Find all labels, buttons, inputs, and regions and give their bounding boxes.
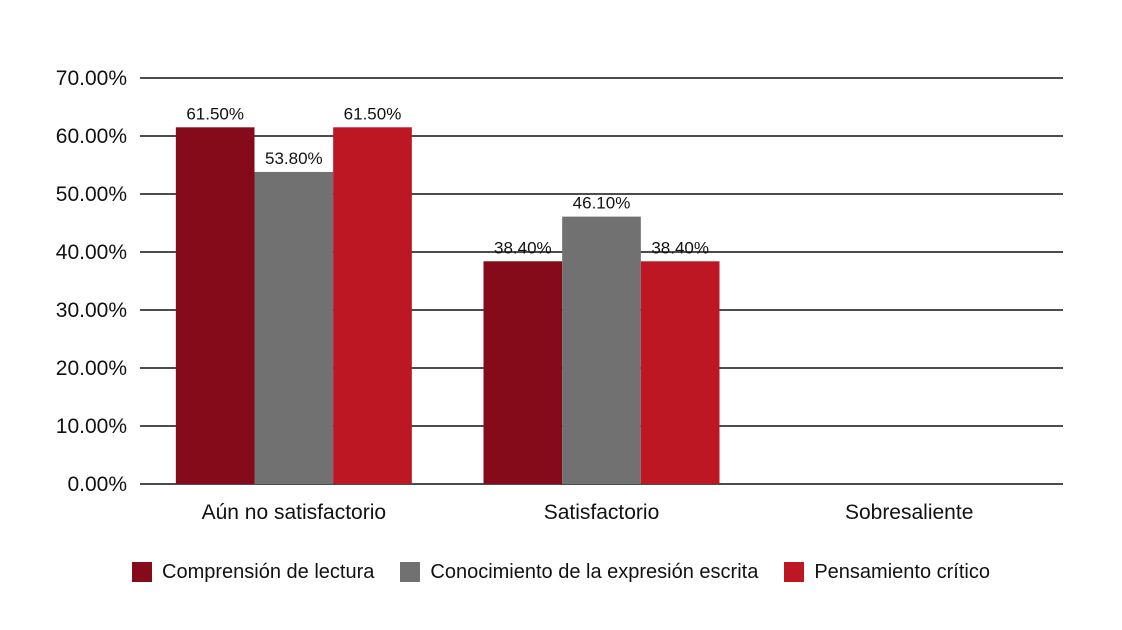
x-axis: Aún no satisfactorio Satisfactorio Sobresa… — [202, 501, 974, 524]
legend-label-conocimiento: Conocimiento de la expresión escrita — [430, 560, 759, 583]
bar — [254, 171, 334, 484]
bar — [175, 127, 255, 485]
legend-swatch-pensamiento — [784, 562, 805, 582]
bar — [333, 127, 412, 485]
legend-swatch-conocimiento — [400, 562, 421, 582]
y-tick-label: 30.00% — [56, 299, 127, 322]
y-tick-label: 20.00% — [56, 357, 127, 380]
bar-data-label: 46.10% — [573, 194, 631, 213]
y-tick-label: 70.00% — [56, 67, 127, 90]
y-tick-label: 40.00% — [56, 241, 127, 264]
bar-chart: 0.00% 10.00% 20.00% 30.00% 40.00% 50.00% 60.00… — [56, 67, 1063, 524]
bar-data-label: 53.80% — [265, 149, 323, 168]
bar — [640, 261, 720, 484]
legend-item-conocimiento: Conocimiento de la expresión escrita — [400, 561, 758, 584]
legend-label-pensamiento: Pensamiento crítico — [814, 560, 990, 583]
y-tick-label: 60.00% — [56, 125, 127, 148]
legend-swatch-comprension — [132, 562, 153, 582]
data-labels: 61.50% 53.80% 61.50% 38.40% 46.10% 38.40% — [186, 104, 709, 257]
bar-data-label: 38.40% — [651, 238, 709, 257]
bar — [562, 216, 641, 484]
bar — [483, 261, 563, 484]
legend-item-pensamiento: Pensamiento crítico — [784, 561, 990, 584]
y-tick-label: 50.00% — [56, 183, 127, 206]
legend-label-comprension: Comprensión de lectura — [162, 560, 375, 583]
legend: Comprensión de lectura Conocimiento de l… — [0, 556, 1122, 588]
y-tick-label: 10.00% — [56, 415, 127, 438]
bar-data-label: 61.50% — [344, 104, 402, 123]
y-tick-label: 0.00% — [67, 473, 127, 496]
x-tick-label: Sobresaliente — [845, 501, 973, 524]
legend-item-comprension: Comprensión de lectura — [132, 561, 374, 584]
y-axis: 0.00% 10.00% 20.00% 30.00% 40.00% 50.00% 60.00… — [56, 67, 127, 496]
bar-data-label: 38.40% — [494, 238, 552, 257]
x-tick-label: Aún no satisfactorio — [202, 501, 386, 524]
x-tick-label: Satisfactorio — [544, 501, 660, 524]
bar-data-label: 61.50% — [186, 104, 244, 123]
bars — [175, 127, 720, 485]
